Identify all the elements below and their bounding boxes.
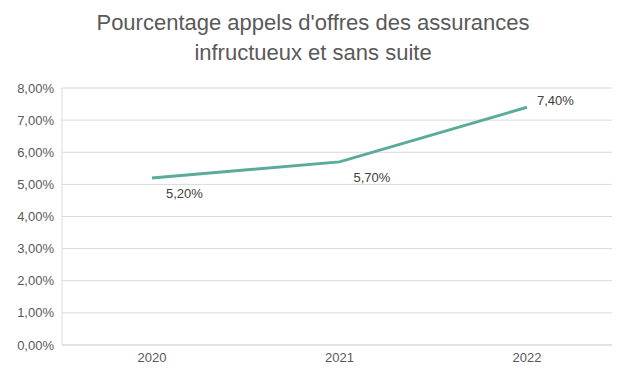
svg-text:8,00%: 8,00% bbox=[17, 81, 54, 96]
svg-text:2022: 2022 bbox=[513, 350, 542, 365]
svg-text:0,00%: 0,00% bbox=[17, 338, 54, 353]
svg-text:3,00%: 3,00% bbox=[17, 241, 54, 256]
svg-text:5,70%: 5,70% bbox=[354, 170, 391, 185]
svg-text:7,00%: 7,00% bbox=[17, 113, 54, 128]
svg-text:5,20%: 5,20% bbox=[166, 186, 203, 201]
svg-text:2020: 2020 bbox=[138, 350, 167, 365]
svg-text:6,00%: 6,00% bbox=[17, 145, 54, 160]
svg-text:1,00%: 1,00% bbox=[17, 305, 54, 320]
html-text:Pourcentage appels d'offres de: Pourcentage appels d'offres des assuranc… bbox=[96, 10, 530, 65]
svg-text:2,00%: 2,00% bbox=[17, 273, 54, 288]
svg-text:7,40%: 7,40% bbox=[537, 93, 574, 108]
svg-text:4,00%: 4,00% bbox=[17, 209, 54, 224]
svg-text:5,00%: 5,00% bbox=[17, 177, 54, 192]
svg-text:2021: 2021 bbox=[325, 350, 354, 365]
